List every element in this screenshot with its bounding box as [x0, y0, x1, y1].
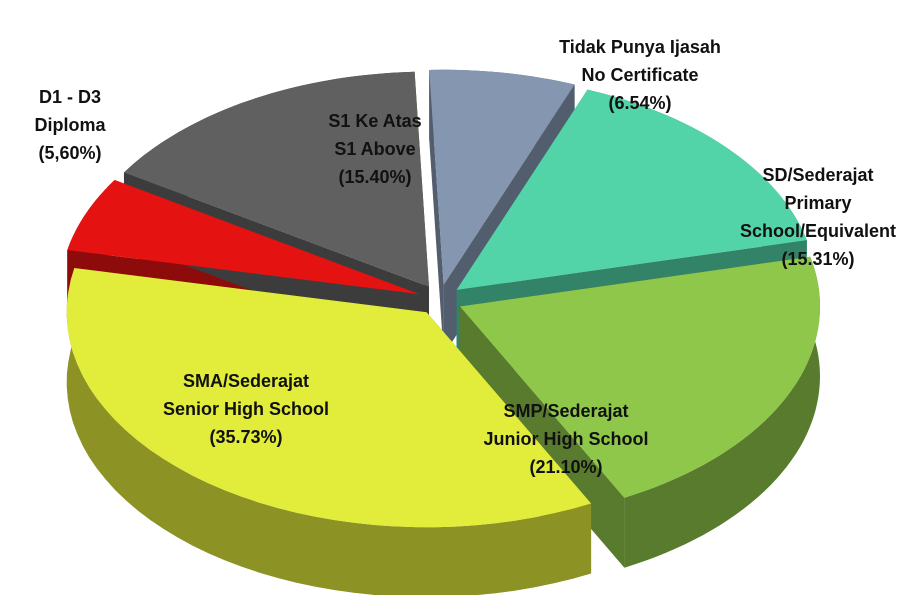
- value-label: (5,60%): [38, 143, 101, 163]
- slice-label: SD/Sederajat: [762, 165, 873, 185]
- value-label: (6.54%): [608, 93, 671, 113]
- slice-label: Tidak Punya Ijasah: [559, 37, 721, 57]
- slice-label: SMA/Sederajat: [183, 371, 309, 391]
- slice-label: Junior High School: [484, 429, 649, 449]
- slice-label: D1 - D3: [39, 87, 101, 107]
- value-label: (21.10%): [529, 457, 602, 477]
- slice-label: Primary: [784, 193, 851, 213]
- slice-label: SMP/Sederajat: [503, 401, 628, 421]
- slice-label: S1 Ke Atas: [328, 111, 421, 131]
- slice-label: S1 Above: [334, 139, 415, 159]
- value-label: (15.31%): [781, 249, 854, 269]
- slice-label: Diploma: [34, 115, 106, 135]
- value-label: (35.73%): [209, 427, 282, 447]
- slice-label: No Certificate: [581, 65, 698, 85]
- value-label: (15.40%): [338, 167, 411, 187]
- slice-label: Senior High School: [163, 399, 329, 419]
- chart: Tidak Punya Ijasah No Certificate (6.54%) S…: [0, 0, 920, 595]
- slice-label: School/Equivalent: [740, 221, 896, 241]
